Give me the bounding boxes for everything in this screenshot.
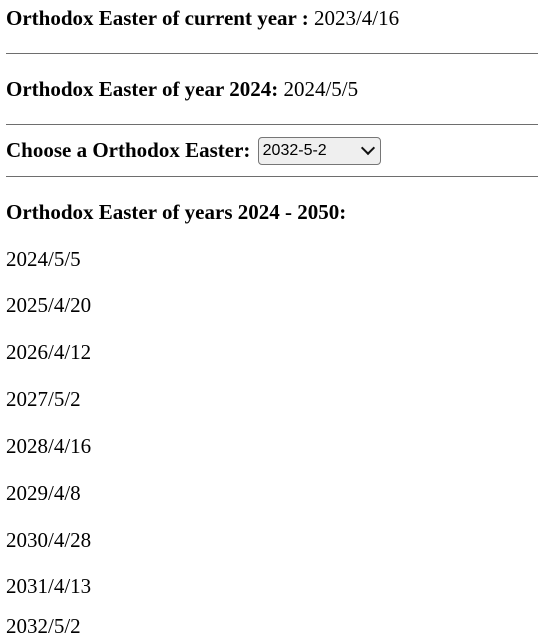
current-year-label: Orthodox Easter of current year : (6, 6, 309, 30)
list-item: 2024/5/5 (6, 247, 81, 271)
list-item: 2026/4/12 (6, 340, 92, 364)
list-item: 2032/5/2 (6, 614, 81, 638)
divider (6, 53, 538, 54)
range-heading-text: Orthodox Easter of years 2024 - 2050: (6, 200, 347, 224)
list-item: 2030/4/28 (6, 528, 92, 552)
divider (6, 124, 538, 125)
current-year-line: Orthodox Easter of current year : 2023/4… (6, 6, 399, 30)
range-heading: Orthodox Easter of years 2024 - 2050: (6, 200, 346, 224)
year-2024-value: 2024/5/5 (283, 77, 359, 101)
chooser-line: Choose a Orthodox Easter: 2032-5-2 (6, 136, 381, 167)
easter-select-wrap[interactable]: 2032-5-2 (257, 136, 381, 165)
current-year-value: 2023/4/16 (313, 6, 400, 30)
chooser-label: Choose a Orthodox Easter: (6, 138, 251, 163)
list-item: 2031/4/13 (6, 574, 92, 598)
list-item: 2029/4/8 (6, 481, 81, 505)
easter-select[interactable]: 2032-5-2 (257, 136, 381, 165)
divider (6, 176, 538, 177)
year-2024-line: Orthodox Easter of year 2024: 2024/5/5 (6, 77, 358, 101)
list-item: 2027/5/2 (6, 387, 81, 411)
list-item: 2025/4/20 (6, 293, 92, 317)
year-2024-label: Orthodox Easter of year 2024: (6, 77, 279, 101)
list-item: 2028/4/16 (6, 434, 92, 458)
